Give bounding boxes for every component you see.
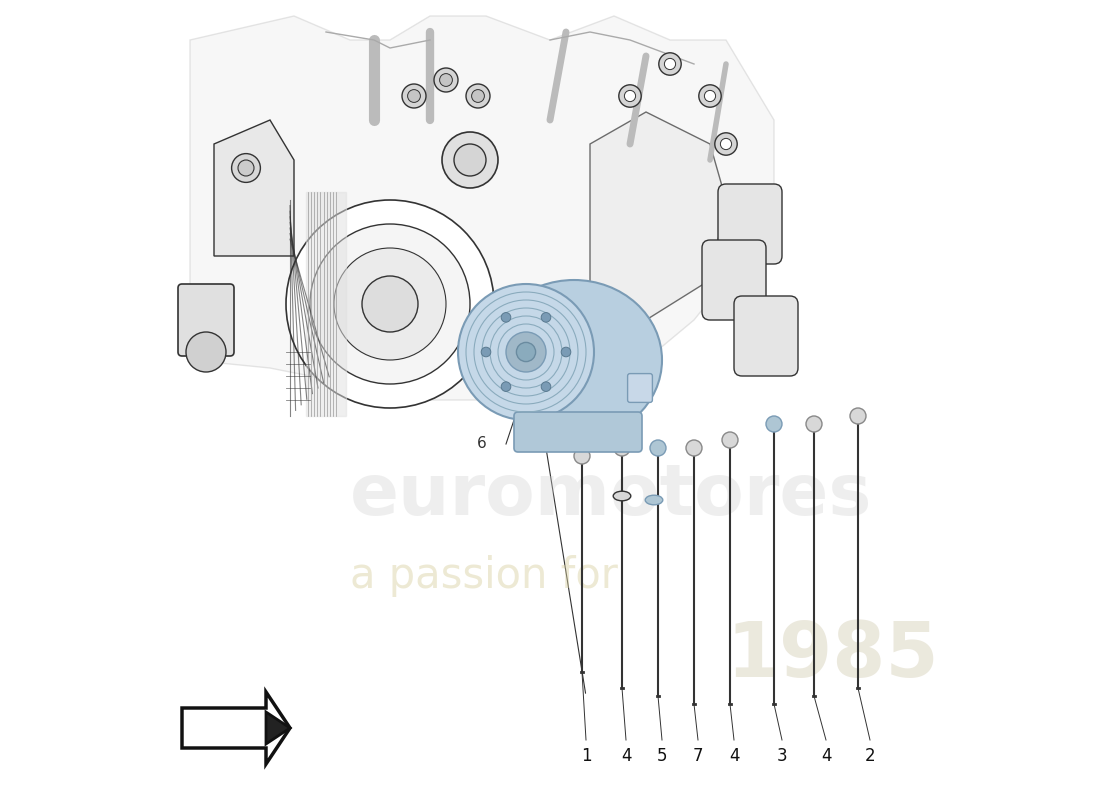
FancyBboxPatch shape	[514, 412, 642, 452]
Circle shape	[502, 313, 510, 322]
Text: 4: 4	[620, 747, 631, 765]
Circle shape	[659, 53, 681, 75]
Text: 6: 6	[477, 437, 487, 451]
Circle shape	[561, 347, 571, 357]
Circle shape	[362, 276, 418, 332]
Ellipse shape	[613, 491, 630, 501]
Ellipse shape	[646, 495, 663, 505]
Circle shape	[664, 58, 675, 70]
Polygon shape	[306, 192, 346, 416]
Circle shape	[440, 74, 452, 86]
Circle shape	[481, 347, 491, 357]
Text: a passion for: a passion for	[350, 555, 618, 597]
FancyBboxPatch shape	[734, 296, 798, 376]
FancyBboxPatch shape	[718, 184, 782, 264]
Polygon shape	[190, 16, 774, 400]
Text: 1: 1	[581, 747, 592, 765]
Circle shape	[186, 332, 225, 372]
Circle shape	[454, 144, 486, 176]
Text: 1985: 1985	[726, 619, 938, 693]
Circle shape	[625, 90, 636, 102]
Circle shape	[715, 133, 737, 155]
Circle shape	[650, 440, 666, 456]
Text: 4: 4	[728, 747, 739, 765]
Text: 2: 2	[865, 747, 876, 765]
Text: euromotores: euromotores	[350, 462, 872, 530]
Circle shape	[722, 432, 738, 448]
Circle shape	[541, 313, 551, 322]
Circle shape	[541, 382, 551, 391]
Circle shape	[516, 342, 536, 362]
Circle shape	[698, 85, 722, 107]
Text: 3: 3	[777, 747, 788, 765]
FancyBboxPatch shape	[702, 240, 766, 320]
Circle shape	[502, 382, 510, 391]
Circle shape	[408, 90, 420, 102]
Text: 5: 5	[657, 747, 668, 765]
Circle shape	[686, 440, 702, 456]
Circle shape	[506, 332, 546, 372]
Circle shape	[286, 200, 494, 408]
Circle shape	[614, 440, 630, 456]
Ellipse shape	[486, 280, 662, 440]
Circle shape	[720, 138, 732, 150]
Circle shape	[472, 90, 484, 102]
Circle shape	[238, 160, 254, 176]
Circle shape	[458, 284, 594, 420]
Circle shape	[442, 132, 498, 188]
Text: 7: 7	[693, 747, 703, 765]
FancyBboxPatch shape	[178, 284, 234, 356]
Circle shape	[619, 85, 641, 107]
Circle shape	[850, 408, 866, 424]
Polygon shape	[266, 712, 290, 744]
Circle shape	[766, 416, 782, 432]
Circle shape	[402, 84, 426, 108]
Circle shape	[806, 416, 822, 432]
Polygon shape	[590, 112, 726, 320]
Circle shape	[232, 154, 261, 182]
Circle shape	[574, 448, 590, 464]
Polygon shape	[182, 692, 290, 764]
FancyBboxPatch shape	[628, 374, 652, 402]
Circle shape	[704, 90, 716, 102]
Circle shape	[334, 248, 446, 360]
Polygon shape	[214, 120, 294, 256]
Circle shape	[310, 224, 470, 384]
Circle shape	[466, 84, 490, 108]
Circle shape	[434, 68, 458, 92]
Text: 4: 4	[821, 747, 832, 765]
